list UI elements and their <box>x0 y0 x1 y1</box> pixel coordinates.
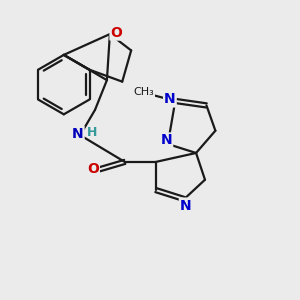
Text: N: N <box>164 92 176 106</box>
Text: N: N <box>160 134 172 148</box>
Text: H: H <box>87 126 97 139</box>
Text: O: O <box>110 26 122 40</box>
Text: O: O <box>87 162 99 176</box>
Text: N: N <box>72 127 84 141</box>
Text: N: N <box>180 199 191 213</box>
Text: CH₃: CH₃ <box>134 87 154 97</box>
